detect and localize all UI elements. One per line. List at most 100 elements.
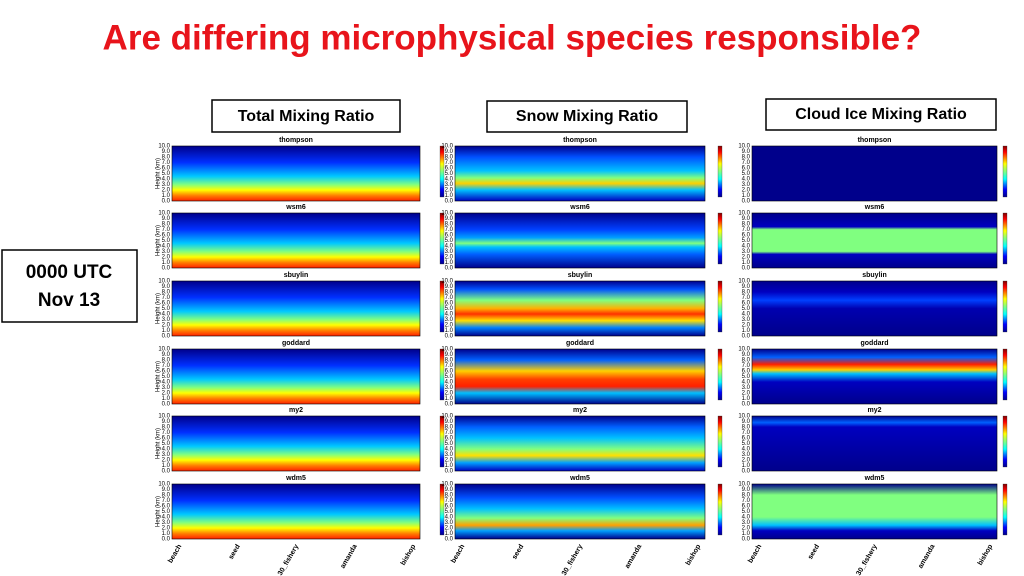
y-tick-label: 7.0 (162, 160, 171, 166)
x-tick-label: seed (511, 543, 525, 560)
y-tick-label: 4.0 (162, 380, 171, 386)
y-tick-label: 5.0 (742, 509, 751, 515)
panel-title: wdm5 (569, 475, 590, 482)
contour-plot (454, 280, 706, 337)
y-tick-label: 7.0 (742, 160, 751, 166)
y-tick-label: 10.0 (158, 211, 170, 217)
y-tick-label: 9.0 (742, 487, 751, 493)
y-tick-label: 2.0 (445, 391, 454, 397)
y-tick-label: 10.0 (158, 144, 170, 150)
y-tick-label: 10.0 (738, 482, 750, 488)
y-tick-label: 2.0 (162, 458, 171, 464)
panel-title: wsm6 (569, 204, 590, 211)
y-tick-label: 8.0 (162, 425, 171, 431)
y-tick-label: 7.0 (445, 295, 454, 301)
y-tick-label: 6.0 (742, 233, 751, 239)
y-tick-label: 8.0 (742, 425, 751, 431)
y-tick-label: 6.0 (162, 233, 171, 239)
panel-title: wdm5 (285, 475, 306, 482)
y-tick-label: 0.0 (742, 469, 751, 475)
y-tick-label: 1.0 (162, 531, 171, 537)
y-tick-label: 6.0 (162, 301, 171, 307)
contour-plot (751, 483, 998, 540)
y-tick-label: 10.0 (158, 414, 170, 420)
y-tick-label: 3.0 (445, 385, 454, 391)
y-tick-label: 9.0 (742, 149, 751, 155)
y-tick-label: 8.0 (162, 290, 171, 296)
y-tick-label: 1.0 (742, 193, 751, 199)
contour-plot (171, 280, 421, 337)
x-tick-label: bishop (685, 543, 703, 566)
contour-plot (751, 212, 998, 269)
y-tick-label: 2.0 (162, 255, 171, 261)
y-tick-label: 3.0 (162, 317, 171, 323)
y-axis-label: Height (km) (156, 361, 162, 392)
contour-plot (171, 483, 421, 540)
y-tick-label: 5.0 (445, 374, 454, 380)
y-tick-label: 1.0 (445, 396, 454, 402)
y-tick-label: 1.0 (445, 463, 454, 469)
y-tick-label: 9.0 (445, 149, 454, 155)
y-tick-label: 8.0 (742, 358, 751, 364)
y-tick-label: 8.0 (445, 358, 454, 364)
y-tick-label: 10.0 (441, 211, 453, 217)
x-tick-label: 30_fishery (855, 543, 878, 576)
x-tick-label: 30_fishery (277, 543, 300, 576)
y-tick-label: 6.0 (445, 504, 454, 510)
contour-plot (751, 415, 998, 472)
x-tick-label: 30_fishery (561, 543, 584, 576)
x-tick-label: bishop (400, 543, 418, 566)
y-tick-label: 0.0 (742, 537, 751, 543)
y-tick-label: 3.0 (445, 520, 454, 526)
y-tick-label: 2.0 (742, 188, 751, 194)
y-axis-label: Height (km) (156, 293, 162, 324)
side-label: Nov 13 (38, 290, 100, 311)
y-tick-label: 6.0 (445, 301, 454, 307)
x-tick-label: bishop (977, 543, 995, 566)
y-tick-label: 10.0 (441, 347, 453, 353)
y-tick-label: 6.0 (162, 436, 171, 442)
y-tick-label: 1.0 (742, 396, 751, 402)
header-box (486, 100, 688, 133)
y-tick-label: 8.0 (162, 155, 171, 161)
y-tick-label: 7.0 (162, 498, 171, 504)
y-tick-label: 6.0 (445, 369, 454, 375)
y-tick-label: 10.0 (738, 279, 750, 285)
y-tick-label: 10.0 (738, 414, 750, 420)
y-tick-label: 4.0 (742, 312, 751, 318)
y-tick-label: 10.0 (158, 279, 170, 285)
y-tick-label: 4.0 (162, 447, 171, 453)
y-tick-label: 7.0 (162, 430, 171, 436)
panel-title: sbuylin (568, 272, 593, 279)
x-tick-label: amanda (340, 543, 359, 570)
y-tick-label: 1.0 (742, 328, 751, 334)
y-tick-label: 9.0 (742, 352, 751, 358)
y-tick-label: 7.0 (445, 363, 454, 369)
y-tick-label: 8.0 (162, 222, 171, 228)
y-tick-label: 0.0 (742, 266, 751, 272)
y-tick-label: 8.0 (445, 493, 454, 499)
y-tick-label: 1.0 (162, 463, 171, 469)
y-tick-label: 2.0 (742, 255, 751, 261)
contour-plot (171, 212, 421, 269)
y-tick-label: 4.0 (162, 312, 171, 318)
y-tick-label: 2.0 (162, 526, 171, 532)
y-tick-label: 1.0 (445, 193, 454, 199)
y-tick-label: 6.0 (445, 436, 454, 442)
y-tick-label: 10.0 (738, 211, 750, 217)
x-tick-label: seed (228, 543, 242, 560)
colorbar (439, 348, 445, 401)
column-header: Snow Mixing Ratio (516, 108, 658, 125)
contour-plot (171, 348, 421, 405)
y-tick-label: 6.0 (445, 166, 454, 172)
y-tick-label: 4.0 (742, 380, 751, 386)
panel-title: wsm6 (285, 204, 306, 211)
colorbar (717, 415, 723, 468)
panel-title: sbuylin (862, 272, 887, 279)
panel-title: goddard (861, 340, 889, 347)
y-tick-label: 8.0 (445, 155, 454, 161)
x-tick-label: amanda (624, 543, 643, 570)
y-tick-label: 0.0 (445, 266, 454, 272)
contour-plot (454, 415, 706, 472)
y-tick-label: 9.0 (445, 419, 454, 425)
